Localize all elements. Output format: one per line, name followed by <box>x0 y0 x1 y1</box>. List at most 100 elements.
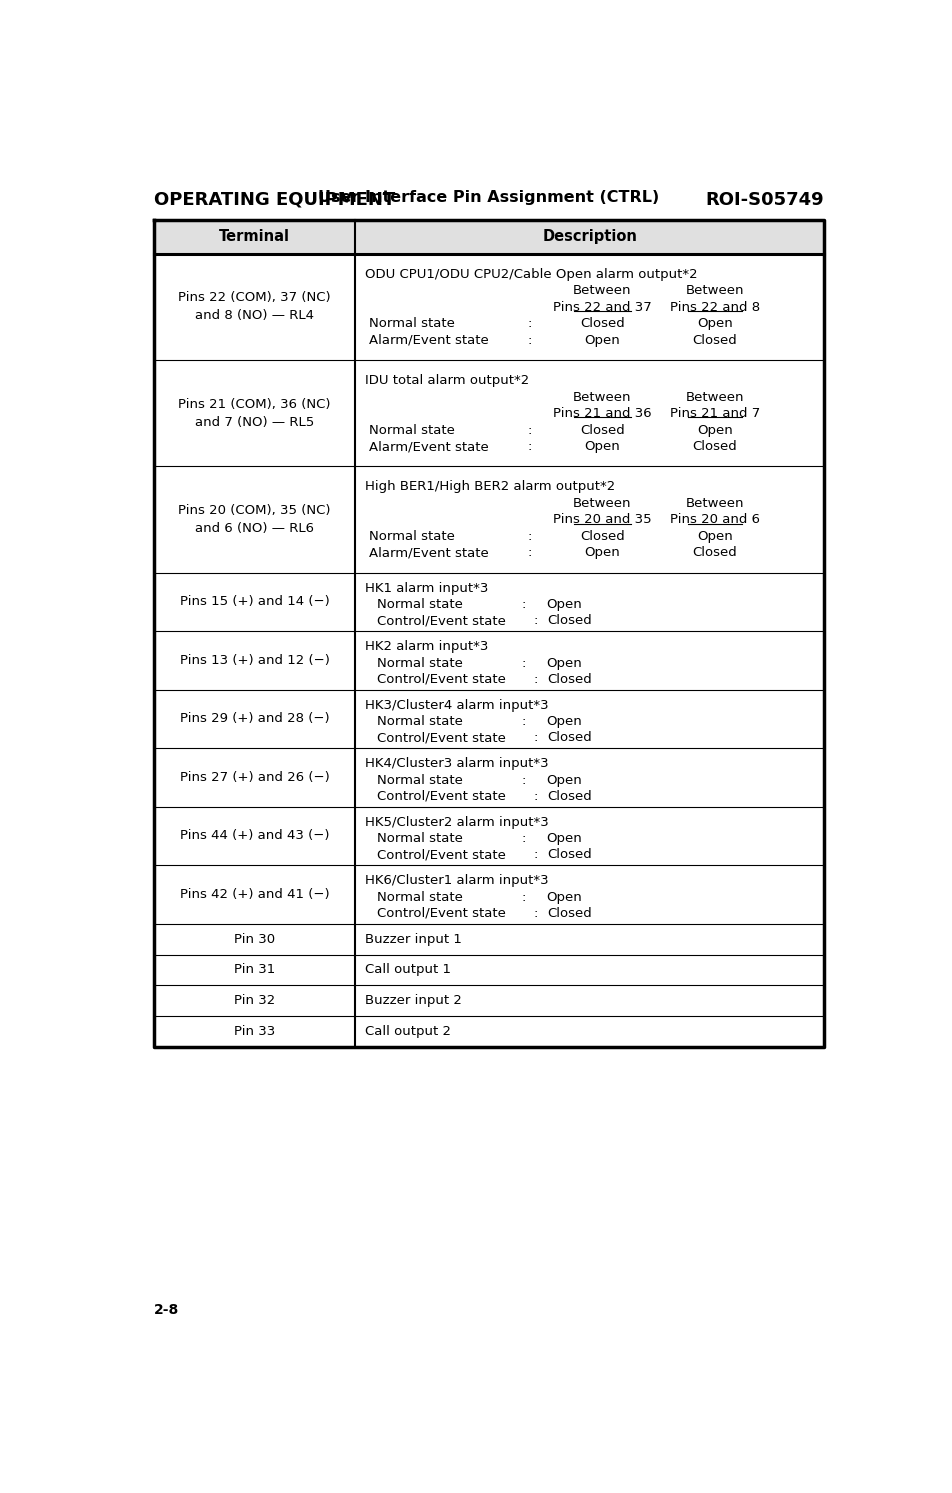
Text: Control/Event state: Control/Event state <box>377 732 506 744</box>
Text: Pin 30: Pin 30 <box>234 933 275 945</box>
Text: Normal state: Normal state <box>377 773 463 787</box>
Text: Closed: Closed <box>547 673 592 685</box>
Text: Pins 21 (COM), 36 (NC)
and 7 (NO) — RL5: Pins 21 (COM), 36 (NC) and 7 (NO) — RL5 <box>178 397 331 428</box>
Text: Open: Open <box>697 318 733 330</box>
Text: Control/Event state: Control/Event state <box>377 614 506 627</box>
Text: HK1 alarm input*3: HK1 alarm input*3 <box>366 582 488 594</box>
Text: Terminal: Terminal <box>219 230 290 245</box>
Text: HK6/Cluster1 alarm input*3: HK6/Cluster1 alarm input*3 <box>366 875 549 887</box>
Text: Call output 2: Call output 2 <box>366 1026 451 1038</box>
Text: Pins 20 (COM), 35 (NC)
and 6 (NO) — RL6: Pins 20 (COM), 35 (NC) and 6 (NO) — RL6 <box>178 505 331 534</box>
Text: :: : <box>521 657 526 669</box>
Text: :: : <box>528 440 532 454</box>
Text: Normal state: Normal state <box>369 530 455 543</box>
Text: :: : <box>521 773 526 787</box>
Text: Pins 13 (+) and 12 (−): Pins 13 (+) and 12 (−) <box>180 654 329 667</box>
Text: Control/Event state: Control/Event state <box>377 848 506 861</box>
Text: Pins 42 (+) and 41 (−): Pins 42 (+) and 41 (−) <box>180 888 329 900</box>
Text: Closed: Closed <box>547 906 592 920</box>
Text: :: : <box>533 732 538 744</box>
Text: :: : <box>533 673 538 685</box>
Text: :: : <box>528 424 532 436</box>
Text: OPERATING EQUIPMENT: OPERATING EQUIPMENT <box>154 191 395 209</box>
Text: :: : <box>528 530 532 543</box>
Text: Normal state: Normal state <box>377 599 463 611</box>
Text: Closed: Closed <box>547 614 592 627</box>
Text: Pins 21 and 36: Pins 21 and 36 <box>553 408 651 420</box>
Text: :: : <box>521 715 526 729</box>
Text: Pin 33: Pin 33 <box>234 1026 275 1038</box>
Text: Pins 29 (+) and 28 (−): Pins 29 (+) and 28 (−) <box>180 712 329 726</box>
Text: Normal state: Normal state <box>369 424 455 436</box>
Text: :: : <box>528 334 532 346</box>
Text: :: : <box>521 832 526 845</box>
Text: Pins 44 (+) and 43 (−): Pins 44 (+) and 43 (−) <box>180 830 329 842</box>
Text: :: : <box>533 848 538 861</box>
Text: :: : <box>533 790 538 803</box>
Text: Between: Between <box>573 284 631 297</box>
Text: Normal state: Normal state <box>377 891 463 903</box>
Text: Pin 32: Pin 32 <box>234 994 275 1008</box>
Text: HK2 alarm input*3: HK2 alarm input*3 <box>366 640 488 654</box>
Text: User Interface Pin Assignment (CTRL): User Interface Pin Assignment (CTRL) <box>318 190 660 205</box>
Text: Closed: Closed <box>547 848 592 861</box>
Text: Closed: Closed <box>693 440 738 454</box>
Text: Closed: Closed <box>693 546 738 560</box>
Text: Pin 31: Pin 31 <box>234 963 275 976</box>
Text: Between: Between <box>685 284 744 297</box>
Text: Control/Event state: Control/Event state <box>377 673 506 685</box>
Text: Pins 27 (+) and 26 (−): Pins 27 (+) and 26 (−) <box>180 770 329 784</box>
Text: Alarm/Event state: Alarm/Event state <box>369 334 489 346</box>
Text: Between: Between <box>573 391 631 403</box>
Text: :: : <box>528 546 532 560</box>
Text: :: : <box>528 318 532 330</box>
Text: ROI-S05749: ROI-S05749 <box>705 191 824 209</box>
Text: Pins 21 and 7: Pins 21 and 7 <box>670 408 760 420</box>
Text: Open: Open <box>585 440 620 454</box>
Text: Open: Open <box>546 773 582 787</box>
Text: Buzzer input 2: Buzzer input 2 <box>366 994 463 1008</box>
Text: HK5/Cluster2 alarm input*3: HK5/Cluster2 alarm input*3 <box>366 817 549 829</box>
Text: Pins 22 and 37: Pins 22 and 37 <box>553 300 651 314</box>
Text: Call output 1: Call output 1 <box>366 963 451 976</box>
Text: Open: Open <box>546 832 582 845</box>
Text: Between: Between <box>685 391 744 403</box>
Text: Closed: Closed <box>693 334 738 346</box>
Text: 2-8: 2-8 <box>154 1303 179 1317</box>
Text: Normal state: Normal state <box>377 715 463 729</box>
Text: Control/Event state: Control/Event state <box>377 790 506 803</box>
Text: :: : <box>533 906 538 920</box>
Text: Pins 22 (COM), 37 (NC)
and 8 (NO) — RL4: Pins 22 (COM), 37 (NC) and 8 (NO) — RL4 <box>178 291 331 322</box>
Text: IDU total alarm output*2: IDU total alarm output*2 <box>366 373 529 387</box>
Text: Open: Open <box>585 546 620 560</box>
Text: Buzzer input 1: Buzzer input 1 <box>366 933 463 945</box>
Text: Open: Open <box>697 530 733 543</box>
Text: Closed: Closed <box>547 732 592 744</box>
Text: Closed: Closed <box>580 424 625 436</box>
Text: Normal state: Normal state <box>369 318 455 330</box>
Text: HK3/Cluster4 alarm input*3: HK3/Cluster4 alarm input*3 <box>366 699 549 712</box>
Text: Pins 20 and 6: Pins 20 and 6 <box>670 514 760 527</box>
Text: High BER1/High BER2 alarm output*2: High BER1/High BER2 alarm output*2 <box>366 481 616 493</box>
Bar <box>154 219 824 254</box>
Text: :: : <box>533 614 538 627</box>
Text: Alarm/Event state: Alarm/Event state <box>369 440 489 454</box>
Text: Closed: Closed <box>580 318 625 330</box>
Text: Between: Between <box>573 497 631 509</box>
Text: Open: Open <box>697 424 733 436</box>
Text: Closed: Closed <box>580 530 625 543</box>
Text: ODU CPU1/ODU CPU2/Cable Open alarm output*2: ODU CPU1/ODU CPU2/Cable Open alarm outpu… <box>366 267 698 281</box>
Text: Control/Event state: Control/Event state <box>377 906 506 920</box>
Text: Closed: Closed <box>547 790 592 803</box>
Text: Between: Between <box>685 497 744 509</box>
Text: Pins 22 and 8: Pins 22 and 8 <box>670 300 760 314</box>
Text: Pins 15 (+) and 14 (−): Pins 15 (+) and 14 (−) <box>180 596 329 608</box>
Text: Open: Open <box>585 334 620 346</box>
Text: Description: Description <box>543 230 637 245</box>
Text: Alarm/Event state: Alarm/Event state <box>369 546 489 560</box>
Text: :: : <box>521 599 526 611</box>
Text: HK4/Cluster3 alarm input*3: HK4/Cluster3 alarm input*3 <box>366 757 549 770</box>
Text: Normal state: Normal state <box>377 832 463 845</box>
Text: Open: Open <box>546 715 582 729</box>
Text: Open: Open <box>546 891 582 903</box>
